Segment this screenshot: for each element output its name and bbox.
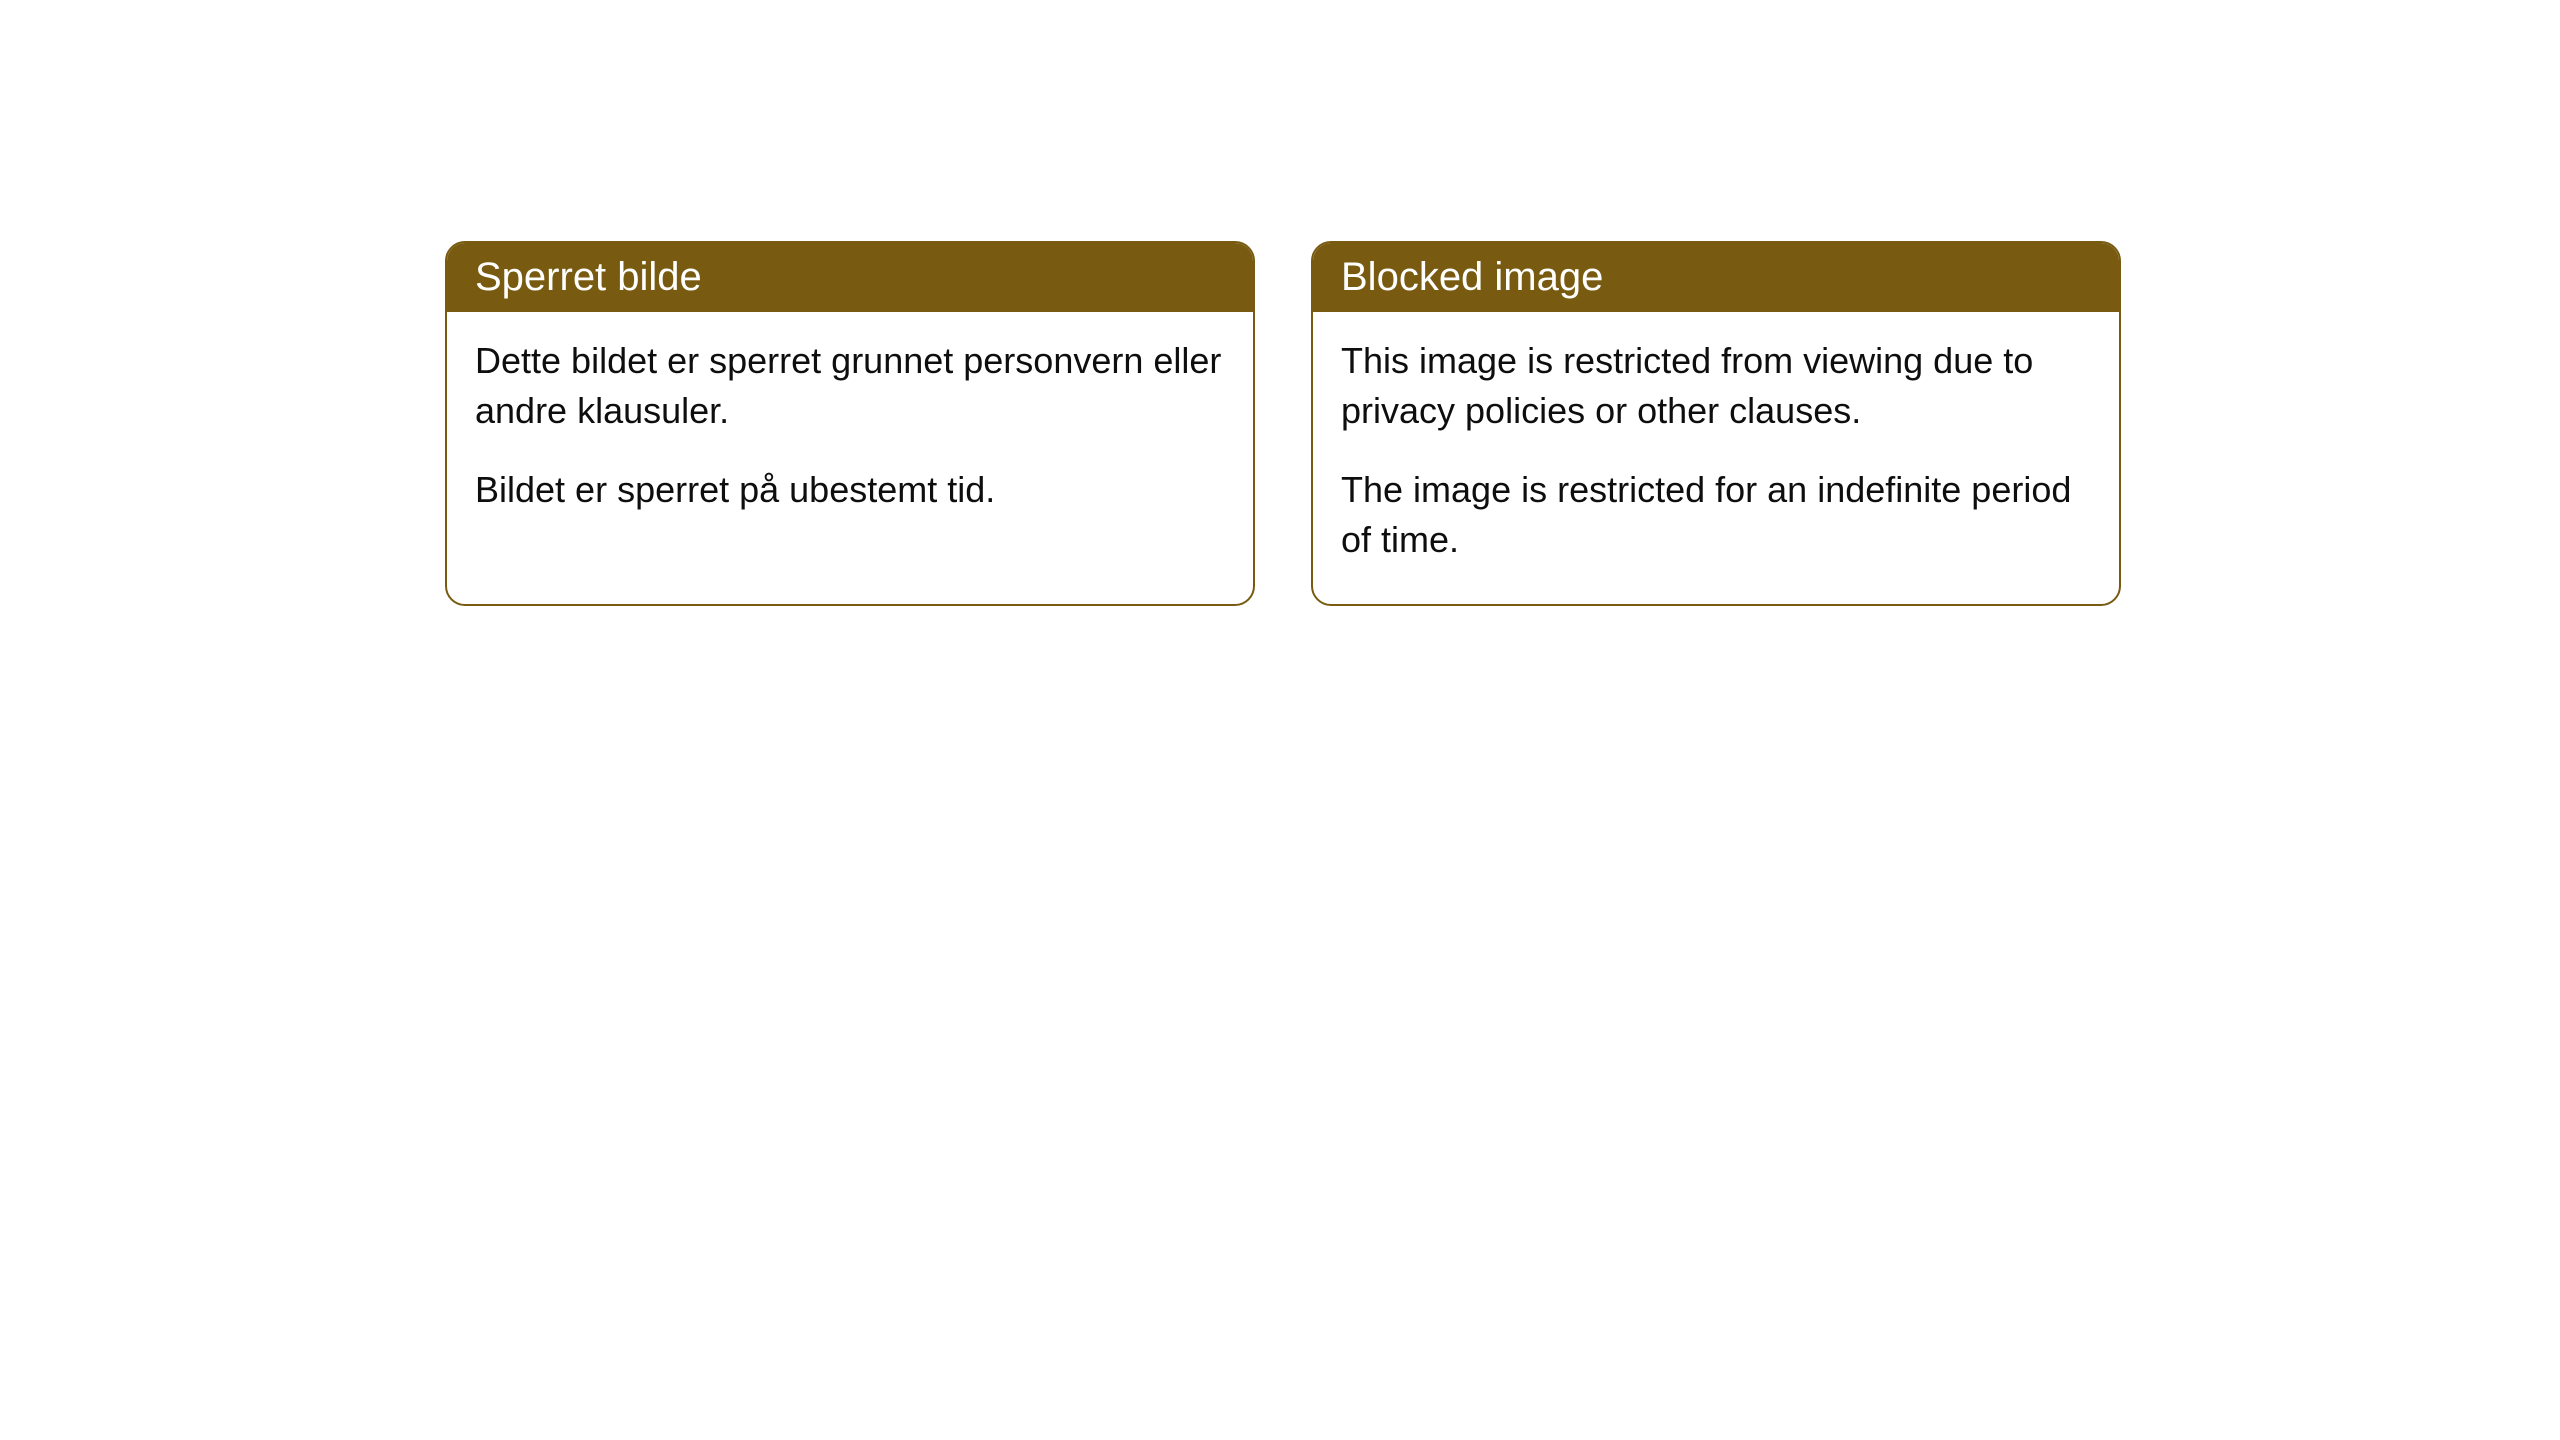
notice-card-norwegian: Sperret bilde Dette bildet er sperret gr… <box>445 241 1255 606</box>
card-paragraph: Bildet er sperret på ubestemt tid. <box>475 465 1225 515</box>
card-paragraph: Dette bildet er sperret grunnet personve… <box>475 336 1225 437</box>
card-title: Blocked image <box>1313 243 2119 312</box>
card-paragraph: The image is restricted for an indefinit… <box>1341 465 2091 566</box>
card-title: Sperret bilde <box>447 243 1253 312</box>
notice-card-english: Blocked image This image is restricted f… <box>1311 241 2121 606</box>
card-body: Dette bildet er sperret grunnet personve… <box>447 312 1253 553</box>
card-paragraph: This image is restricted from viewing du… <box>1341 336 2091 437</box>
notice-container: Sperret bilde Dette bildet er sperret gr… <box>0 0 2560 606</box>
card-body: This image is restricted from viewing du… <box>1313 312 2119 604</box>
